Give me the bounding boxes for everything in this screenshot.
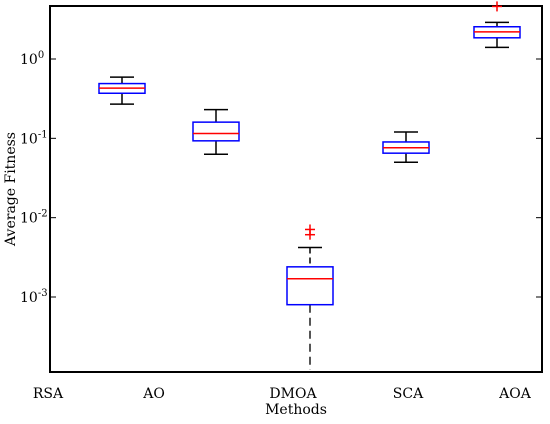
y-tick-label-base: 10: [20, 131, 38, 147]
box-dmoa: [286, 224, 334, 371]
y-axis-label: Average Fitness: [3, 132, 19, 247]
x-axis-tick-labels: RSA AO DMOA SCA AOA: [33, 386, 532, 402]
y-tick-label-base: 10: [20, 290, 38, 306]
boxes: [98, 1, 521, 371]
box-iqr: [286, 266, 334, 306]
y-tick-label-exponent: -2: [38, 209, 48, 220]
y-tick-label-exponent: -3: [38, 288, 48, 299]
x-tick-label-dmoa: DMOA: [269, 386, 317, 402]
y-tick-label: 10-1: [20, 129, 48, 147]
y-tick-label-base: 10: [20, 52, 38, 68]
y-tick-label-exponent: -1: [38, 129, 48, 140]
box-iqr: [192, 121, 240, 142]
box-extra: [192, 108, 240, 156]
y-tick-label: 10-2: [20, 209, 48, 227]
box-ao: [98, 76, 146, 105]
plot-frame: [49, 5, 543, 373]
y-tick-label: 10-3: [20, 288, 48, 306]
y-tick-label-base: 10: [20, 211, 38, 227]
box-aoa: [473, 1, 521, 49]
x-tick-label-rsa: RSA: [33, 386, 64, 402]
y-tick-label: 100: [20, 50, 44, 68]
x-tick-label-ao: AO: [142, 386, 165, 402]
x-tick-label-aoa: AOA: [498, 386, 532, 402]
x-axis-label: Methods: [265, 402, 327, 418]
box-sca: [382, 131, 430, 163]
x-tick-label-sca: SCA: [393, 386, 424, 402]
y-tick-label-exponent: 0: [38, 50, 44, 61]
